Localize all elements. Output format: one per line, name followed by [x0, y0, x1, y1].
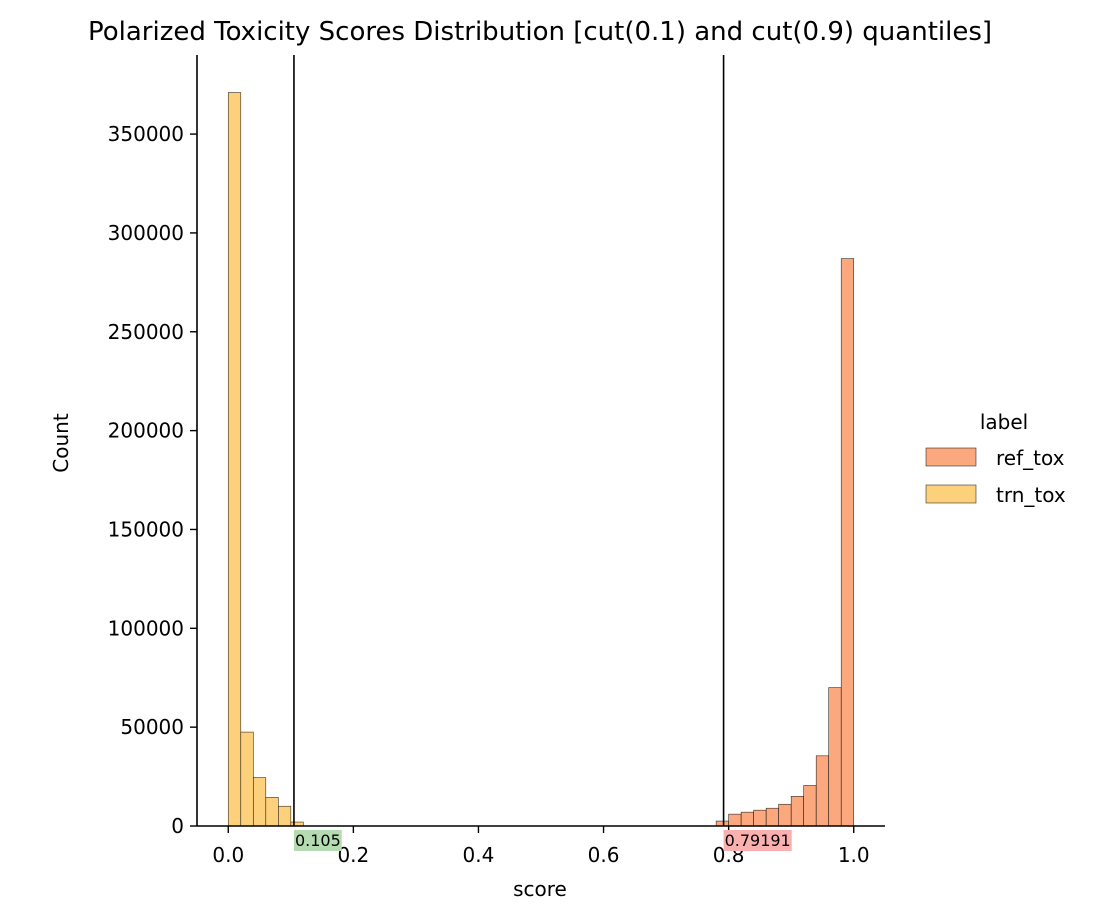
histogram-bar-trn_tox-2	[252, 777, 267, 827]
histogram-bar-trn_tox-0	[227, 92, 242, 827]
plot-area: 0.0 0.2 0.4 0.6 0.8 1.00500001000001500002000…	[108, 55, 885, 867]
x-tick-label-1: 0.2	[337, 843, 369, 867]
histogram-bar-ref_tox-6	[790, 796, 804, 827]
cut-label-1: 0.79191	[725, 831, 791, 850]
histogram-bar-ref_tox-1	[728, 813, 742, 827]
y-tick-label-5: 250000	[108, 320, 184, 344]
histogram-bar-ref_tox-8	[815, 755, 830, 827]
legend: label ref_tox trn_tox	[925, 410, 1066, 507]
histogram-bar-ref_tox-9	[828, 687, 842, 827]
x-axis-label: score	[513, 877, 567, 901]
histogram-bar-trn_tox-1	[240, 731, 254, 827]
x-tick-label-5: 1.0	[838, 843, 870, 867]
x-tick-label-3: 0.6	[588, 843, 620, 867]
histogram-bar-ref_tox-7	[803, 785, 817, 827]
histogram-bar-trn_tox-4	[278, 805, 292, 827]
histogram-bar-ref_tox-10	[840, 258, 855, 827]
histogram-bar-ref_tox-3	[753, 809, 767, 827]
legend-swatch-ref_tox	[925, 447, 977, 467]
histogram-bar-ref_tox-4	[765, 807, 779, 827]
y-tick-label-4: 200000	[108, 419, 184, 443]
y-tick-label-1: 50000	[120, 715, 184, 739]
y-tick-label-6: 300000	[108, 221, 184, 245]
histogram-bar-trn_tox-3	[265, 797, 279, 827]
histogram-bar-ref_tox-5	[778, 803, 792, 827]
y-tick-label-7: 350000	[108, 122, 184, 146]
chart-title: Polarized Toxicity Scores Distribution […	[88, 17, 992, 47]
legend-swatch-trn_tox	[925, 484, 977, 504]
legend-title: label	[980, 410, 1028, 434]
legend-label-trn_tox: trn_tox	[996, 483, 1066, 507]
cut-label-bg-1	[723, 830, 792, 851]
x-tick-label-0: 0.0	[212, 843, 244, 867]
legend-label-ref_tox: ref_tox	[996, 446, 1065, 470]
y-tick-label-2: 100000	[108, 616, 184, 640]
cut-label-0: 0.105	[295, 831, 341, 850]
y-axis-label: Count	[49, 413, 73, 473]
cut-label-bg-0	[293, 830, 342, 851]
histogram-bar-ref_tox-2	[740, 811, 754, 827]
x-tick-label-2: 0.4	[463, 843, 495, 867]
y-tick-label-3: 150000	[108, 517, 184, 541]
y-tick-label-0: 0	[171, 814, 184, 838]
